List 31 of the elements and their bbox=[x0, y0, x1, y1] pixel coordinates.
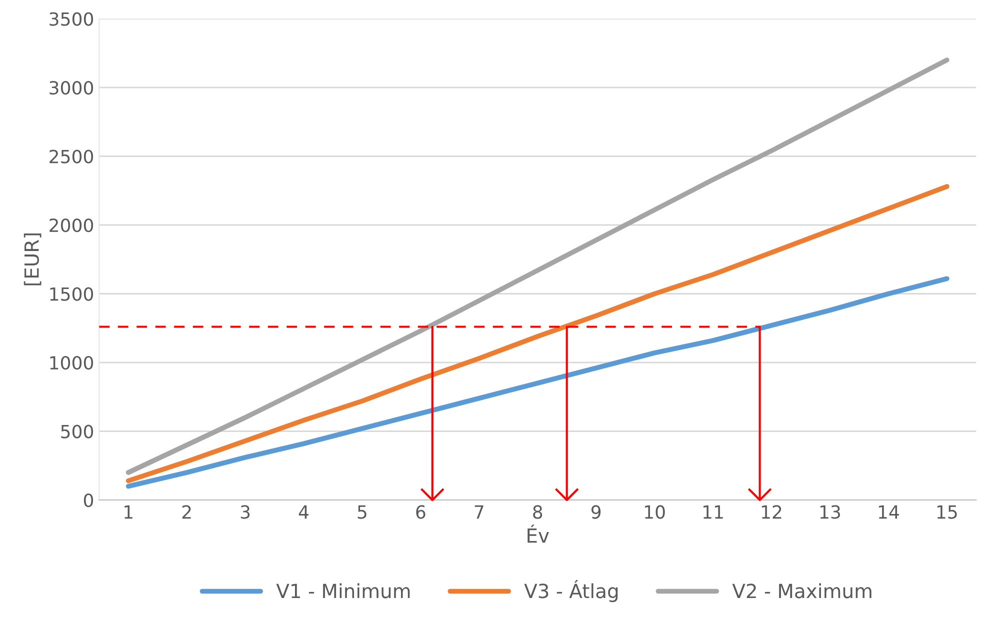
y-tick-label: 2000 bbox=[50, 218, 94, 232]
x-tick-label: 5 bbox=[358, 505, 366, 519]
x-tick-label: 8 bbox=[533, 505, 542, 519]
x-tick-label: 12 bbox=[762, 505, 782, 519]
x-tick-label: 1 bbox=[124, 505, 132, 519]
x-tick-label: 6 bbox=[416, 505, 426, 519]
y-tick-label: 1000 bbox=[50, 356, 94, 370]
x-tick-label: 4 bbox=[298, 505, 308, 519]
x-tick-label: 3 bbox=[240, 505, 250, 519]
legend-label: V3 - Átlag bbox=[524, 580, 618, 602]
legend-label: V2 - Maximum bbox=[732, 583, 872, 598]
legend-label: V1 - Minimum bbox=[276, 583, 410, 598]
y-tick-label: 1500 bbox=[50, 287, 94, 301]
y-tick-label: 2500 bbox=[50, 150, 94, 164]
x-tick-label: 7 bbox=[474, 505, 484, 519]
x-tick-label: 11 bbox=[704, 505, 723, 519]
x-tick-label: 9 bbox=[591, 505, 601, 519]
y-tick-label: 3500 bbox=[50, 12, 94, 26]
y-tick-label: 3000 bbox=[50, 80, 94, 95]
line-series bbox=[126, 276, 950, 489]
line-series bbox=[126, 184, 950, 484]
x-tick-label: 14 bbox=[878, 505, 899, 519]
y-tick-label: 0 bbox=[84, 493, 94, 508]
x-tick-label: 10 bbox=[645, 505, 665, 519]
line-series bbox=[126, 58, 950, 475]
y-axis-title: [EUR] bbox=[24, 233, 42, 286]
x-tick-label: 15 bbox=[937, 505, 957, 519]
x-axis-title: Év bbox=[528, 524, 549, 543]
x-tick-label: 13 bbox=[820, 505, 840, 519]
x-tick-label: 2 bbox=[182, 505, 191, 519]
y-tick-label: 500 bbox=[61, 424, 94, 438]
